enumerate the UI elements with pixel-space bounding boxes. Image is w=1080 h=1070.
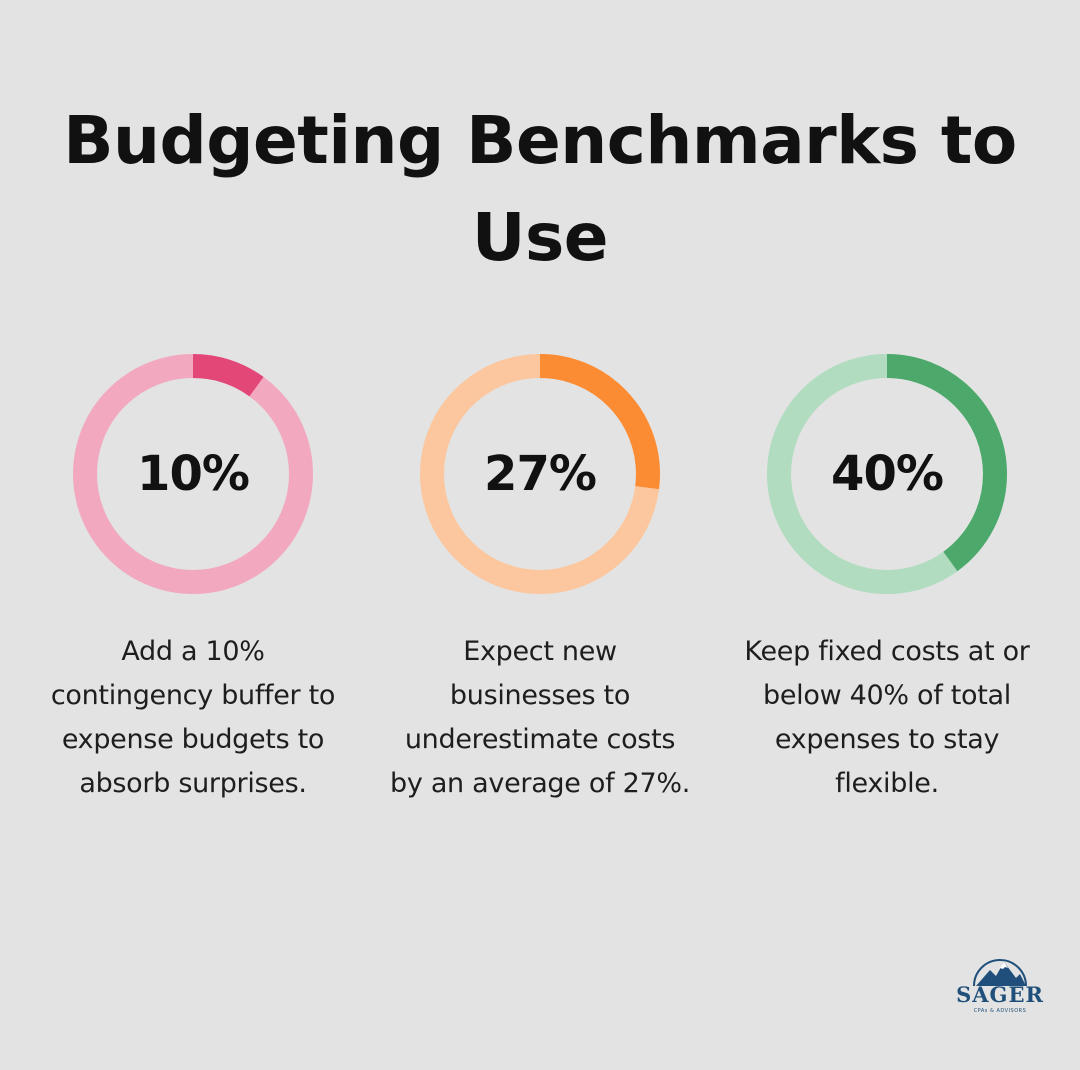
benchmark-description: Expect new businesses to underestimate c… [390, 636, 690, 799]
donut-value-arc [767, 354, 1007, 594]
page-title: Budgeting Benchmarks to Use [63, 102, 1017, 276]
donut-value-label: 40% [831, 446, 944, 502]
donut-svg [73, 354, 313, 594]
logo-tagline: CPAs & ADVISORS [973, 1008, 1027, 1014]
benchmark-card-contingency: 10% Add a 10% contingency buffer to expe… [23, 352, 363, 806]
donut-value-arc [420, 354, 660, 594]
donut-svg [767, 354, 1007, 594]
benchmark-description: Add a 10% contingency buffer to expense … [50, 636, 336, 799]
benchmark-description: Keep fixed costs at or below 40% of tota… [744, 636, 1030, 799]
sager-logo: SAGER CPAs & ADVISORS [952, 952, 1048, 1032]
logo-name: SAGER [956, 982, 1044, 1007]
benchmark-card-underestimate: 27% Expect new businesses to underestima… [370, 352, 710, 806]
donut-value-label: 27% [484, 446, 597, 502]
benchmark-card-fixed-costs: 40% Keep fixed costs at or below 40% of … [717, 352, 1057, 806]
donut-chart: 27% [418, 352, 662, 596]
donut-value-label: 10% [137, 446, 250, 502]
donut-chart: 40% [765, 352, 1009, 596]
mountain-logo-icon [973, 959, 1027, 987]
donut-value-arc [73, 354, 313, 594]
donut-svg [420, 354, 660, 594]
donut-chart: 10% [71, 352, 315, 596]
